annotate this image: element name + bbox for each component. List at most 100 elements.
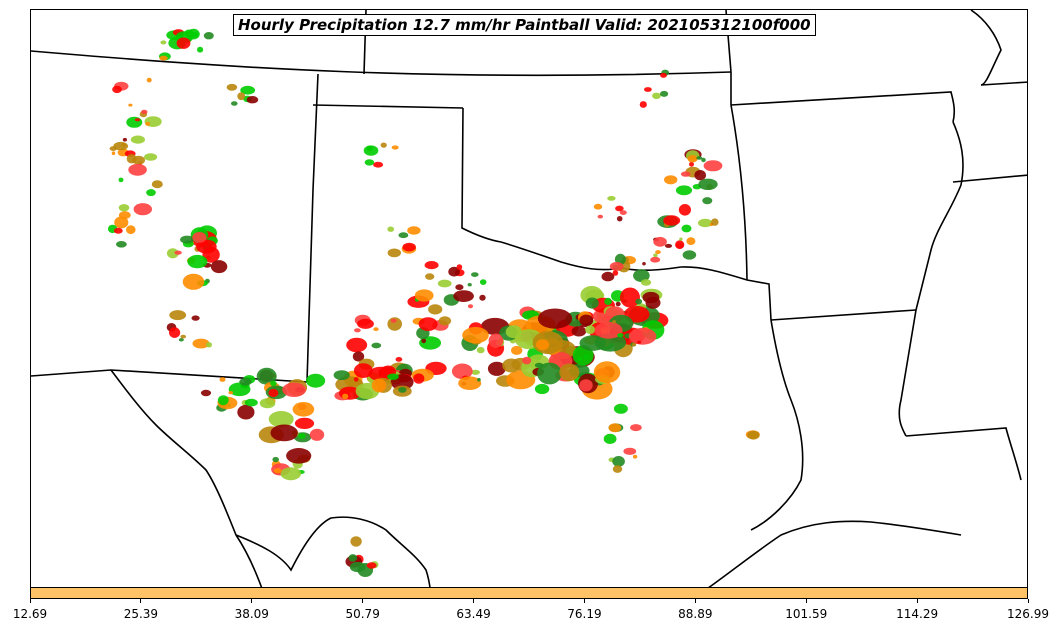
precip-blob (681, 224, 692, 233)
precip-blob (645, 296, 661, 309)
precip-blob (617, 333, 624, 338)
precip-blob (350, 536, 362, 547)
precip-blob (348, 554, 358, 562)
precip-blob (187, 254, 208, 269)
precip-blob (292, 402, 315, 417)
precip-blob (664, 175, 678, 185)
colorado-east-border (306, 73, 319, 383)
precip-blob (231, 101, 238, 106)
precip-blob (239, 378, 252, 386)
precip-blob (608, 423, 622, 433)
precip-blob (609, 261, 624, 271)
precip-blob (689, 161, 694, 167)
precip-blob (650, 256, 661, 263)
precip-blob (462, 327, 489, 344)
precip-blob (395, 357, 403, 362)
precip-blob (579, 314, 594, 326)
precip-blob (653, 253, 658, 258)
precip-blob (346, 337, 368, 353)
precip-blob (479, 294, 486, 301)
precip-blob (679, 237, 683, 241)
precip-map (31, 10, 1027, 598)
precip-blob (550, 343, 556, 348)
precip-blob (635, 298, 643, 305)
colorbar-tick (140, 599, 142, 603)
precip-blob (698, 218, 713, 228)
precip-blob (615, 205, 624, 212)
precip-blob (428, 304, 443, 315)
precip-blob (437, 279, 452, 288)
precip-blob (166, 248, 179, 259)
precip-blob (479, 279, 487, 285)
precip-blob (601, 271, 615, 282)
precip-blob (655, 250, 661, 255)
precip-blob (620, 287, 640, 308)
precip-blob (270, 424, 298, 442)
precip-blob (644, 87, 652, 92)
precip-blob (349, 561, 366, 573)
precip-blob (294, 417, 315, 429)
colorbar-tick-label: 63.49 (456, 607, 491, 621)
precip-blob (623, 447, 637, 455)
precip-blob (180, 334, 186, 339)
precip-blob (612, 270, 619, 276)
precip-blob (747, 430, 760, 440)
precip-blob (118, 211, 131, 220)
precip-blob (402, 242, 416, 252)
precip-blob (455, 284, 464, 291)
precip-blob (200, 389, 212, 397)
precip-blob (133, 203, 152, 216)
precip-blob (240, 85, 256, 95)
precip-blob (111, 151, 116, 155)
colorbar-tick (29, 599, 31, 603)
precip-blob (631, 342, 637, 347)
colorbar-tick-label: 101.59 (785, 607, 828, 621)
precip-blob (633, 269, 650, 282)
precip-blob (210, 260, 228, 274)
precip-blob (309, 428, 325, 441)
precip-blob (664, 243, 673, 248)
precip-blob (244, 398, 258, 407)
precip-blob (228, 391, 234, 395)
precip-blob (118, 177, 124, 183)
precip-blob (687, 155, 698, 163)
precip-blob (246, 96, 259, 104)
precip-blob (373, 327, 379, 332)
precip-blob (663, 215, 681, 226)
precip-blob (169, 310, 187, 321)
precip-blob (237, 404, 255, 420)
precip-blob (280, 467, 302, 481)
precip-blob (571, 326, 587, 337)
kansas-nebraska-border (31, 50, 732, 77)
colorbar-tick (916, 599, 918, 603)
precip-blob (414, 289, 434, 302)
precip-blob (113, 141, 129, 151)
texas-east-border (746, 279, 804, 531)
precip-blob (268, 411, 294, 428)
precip-blob (680, 171, 691, 177)
precip-blob (686, 237, 696, 246)
precip-blob (268, 388, 279, 398)
colorbar-tick (362, 599, 364, 603)
precip-blob (187, 28, 200, 40)
precip-blob (467, 304, 474, 309)
precip-blob (196, 239, 217, 254)
precip-blob (421, 338, 427, 344)
precip-blob (371, 342, 382, 349)
colorbar-tick-label: 88.89 (678, 607, 713, 621)
precip-blob (126, 116, 143, 128)
oklahoma-panhandle (461, 107, 502, 243)
precip-blob (282, 382, 306, 397)
precip-blob (191, 315, 200, 321)
precip-blob (180, 235, 194, 244)
precip-blob (364, 159, 375, 166)
precip-blob (390, 318, 397, 323)
precip-blob (418, 317, 438, 331)
precip-blob (387, 226, 395, 232)
precip-blob (298, 433, 306, 439)
precip-blob (698, 178, 718, 190)
precip-blob (451, 363, 473, 380)
precip-blob (612, 465, 623, 473)
precip-blob (471, 272, 479, 277)
precip-blob (353, 363, 373, 378)
